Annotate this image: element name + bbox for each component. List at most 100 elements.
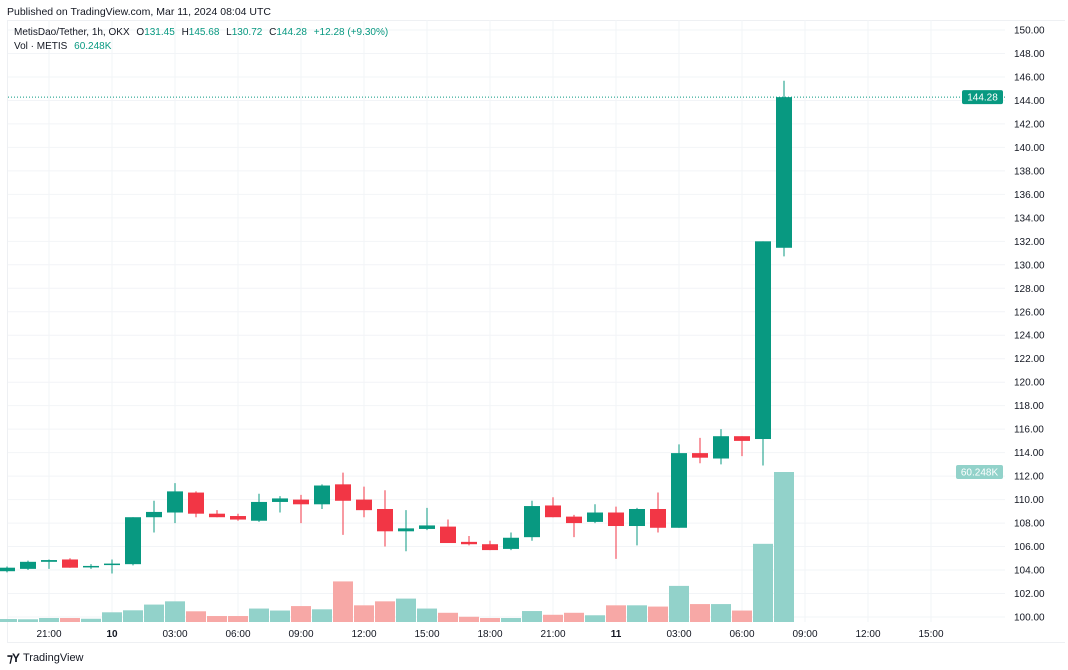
published-caption: Published on TradingView.com, Mar 11, 20…: [7, 6, 272, 18]
x-tick-label: 09:00: [792, 629, 817, 640]
x-tick-label: 15:00: [918, 629, 943, 640]
volume-bar: [354, 605, 374, 622]
volume-bar: [711, 604, 731, 622]
candle-body: [629, 508, 645, 527]
candle-body: [566, 516, 582, 524]
volume-bar: [333, 581, 353, 622]
candle-body: [692, 453, 708, 458]
x-tick-label: 21:00: [36, 629, 61, 640]
volume-bar: [312, 609, 332, 622]
y-tick-label: 120.00: [1014, 378, 1045, 389]
volume-bar: [165, 601, 185, 622]
volume-bar: [543, 614, 563, 622]
chart-legend: MetisDao/Tether, 1h, OKX O131.45 H145.68…: [14, 26, 392, 54]
x-tick-label: 15:00: [414, 629, 439, 640]
volume-bar: [375, 601, 395, 622]
x-tick-label: 21:00: [540, 629, 565, 640]
candle-body: [230, 516, 246, 520]
candle-body: [545, 505, 561, 518]
volume-bar: [39, 618, 59, 622]
y-tick-label: 128.00: [1014, 284, 1045, 295]
candle-body: [356, 499, 372, 511]
y-tick-label: 104.00: [1014, 566, 1045, 577]
y-tick-label: 150.00: [1014, 26, 1045, 37]
high-label: H: [181, 27, 189, 38]
volume-bar: [60, 618, 80, 622]
candle-body: [419, 525, 435, 529]
last-volume-badge: [956, 465, 1003, 479]
x-tick-label: 10: [106, 629, 118, 640]
y-tick-label: 112.00: [1014, 472, 1044, 483]
candle-body: [167, 491, 183, 513]
last-value-markers: 144.28 60.248K: [8, 90, 1005, 479]
tradingview-logo-icon[interactable]: ⁊Y: [7, 651, 20, 665]
volume-bar: [480, 618, 500, 622]
ohlc-row: MetisDao/Tether, 1h, OKX O131.45 H145.68…: [14, 26, 392, 40]
x-tick-label: 12:00: [855, 629, 880, 640]
candle-body: [461, 541, 477, 545]
time-axis: 21:00 10 03:00 06:00 09:00 12:00 15:00 18:00 21:…: [36, 629, 943, 640]
volume-bar: [81, 618, 101, 622]
volume-bar: [669, 585, 689, 622]
tradingview-wordmark[interactable]: TradingView: [22, 652, 84, 664]
symbol-title[interactable]: MetisDao/Tether, 1h, OKX: [14, 27, 130, 38]
volume-bar: [18, 619, 38, 622]
volume-bar: [732, 610, 752, 622]
volume-bar: [144, 604, 164, 622]
candle-body: [209, 513, 225, 518]
volume-bar: [627, 605, 647, 622]
candle-body: [146, 511, 162, 518]
open-value: 131.45: [144, 27, 175, 38]
candle-body: [713, 436, 729, 459]
y-tick-label: 126.00: [1014, 307, 1045, 318]
grid: [8, 20, 1005, 622]
candle-body: [671, 453, 687, 528]
x-tick-label: 09:00: [288, 629, 313, 640]
y-tick-label: 144.00: [1014, 96, 1045, 107]
candle-body: [398, 528, 414, 532]
volume-bar: [753, 543, 773, 622]
low-label: L: [226, 27, 232, 38]
volume-bar: [585, 615, 605, 622]
candles: [0, 80, 792, 574]
volume-bar: [207, 616, 227, 622]
x-tick-label: 03:00: [666, 629, 691, 640]
y-tick-label: 142.00: [1014, 119, 1045, 130]
candle-body: [503, 537, 519, 549]
y-tick-label: 138.00: [1014, 166, 1045, 177]
volume-bar: [774, 472, 794, 622]
x-tick-label: 06:00: [225, 629, 250, 640]
candle-body: [524, 506, 540, 538]
chart-frame: [7, 20, 1065, 643]
candle-body: [482, 544, 498, 551]
candle-body: [62, 559, 78, 568]
candle-body: [104, 563, 120, 566]
low-value: 130.72: [231, 27, 263, 38]
volume-bar: [0, 619, 17, 622]
open-label: O: [136, 27, 145, 38]
candle-body: [251, 501, 267, 521]
volume-bar: [102, 612, 122, 622]
candle-body: [734, 436, 750, 441]
candle-body: [650, 508, 666, 528]
footer: ⁊Y TradingView: [7, 651, 84, 665]
volume-bar: [690, 604, 710, 622]
x-tick-label: 18:00: [477, 629, 502, 640]
y-tick-label: 134.00: [1014, 213, 1045, 224]
candle-body: [608, 512, 624, 527]
volume-bar: [648, 606, 668, 622]
x-tick-label: 03:00: [162, 629, 187, 640]
candle-body: [125, 517, 141, 565]
candle-body: [377, 508, 393, 532]
candle-body: [83, 565, 99, 568]
candle-body: [272, 498, 288, 502]
volume-row: Vol · METIS 60.248K: [14, 40, 392, 54]
candle-body: [587, 512, 603, 522]
volume-bar: [438, 612, 458, 622]
candle-body: [293, 499, 309, 505]
last-price-label: 144.28: [967, 93, 998, 104]
volume-label[interactable]: Vol · METIS: [14, 41, 68, 52]
y-tick-label: 148.00: [1014, 49, 1045, 60]
y-tick-label: 102.00: [1014, 589, 1045, 600]
